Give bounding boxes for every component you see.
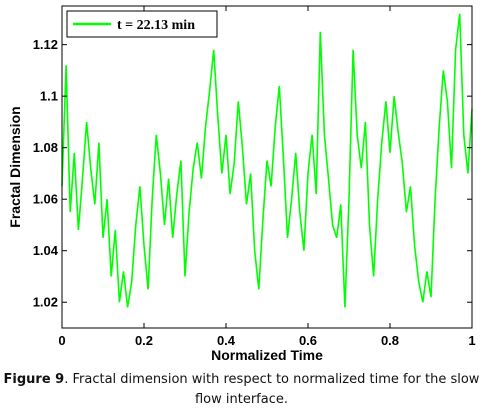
chart: 0 0.2 0.4 0.6 0.8 1 1.02 1.04 1.06 1.08 1.1 1.12 t … xyxy=(7,5,476,363)
tick-layer: 0 0.2 0.4 0.6 0.8 1 1.02 1.04 1.06 1.08 1.1 1.12 xyxy=(33,6,476,348)
y-tick-label: 1.02 xyxy=(33,295,58,310)
x-tick-label: 1 xyxy=(468,333,475,348)
plot-frame xyxy=(61,5,473,329)
y-tick-label: 1.12 xyxy=(33,37,58,52)
y-tick-label: 1.1 xyxy=(40,89,58,104)
y-tick-label: 1.04 xyxy=(33,243,59,258)
x-axis-label: Normalized Time xyxy=(211,347,323,363)
x-tick-label: 0.4 xyxy=(217,333,236,348)
x-tick-label: 0.6 xyxy=(299,333,317,348)
y-axis-label: Fractal Dimension xyxy=(7,106,23,227)
x-tick-label: 0 xyxy=(58,333,65,348)
caption-figure-label: Figure 9 xyxy=(3,372,65,387)
x-tick-label: 0.8 xyxy=(381,333,399,348)
y-tick-label: 1.08 xyxy=(33,140,58,155)
x-tick-label: 0.2 xyxy=(135,333,153,348)
caption-text: . Fractal dimension with respect to norm… xyxy=(64,372,480,407)
series-line-0 xyxy=(61,13,473,308)
legend-label: t = 22.13 min xyxy=(117,18,195,33)
series-line-layer xyxy=(61,13,473,308)
y-tick-label: 1.06 xyxy=(33,192,58,207)
legend: t = 22.13 min xyxy=(66,10,218,38)
figure-caption: Figure 9. Fractal dimension with respect… xyxy=(0,370,483,410)
